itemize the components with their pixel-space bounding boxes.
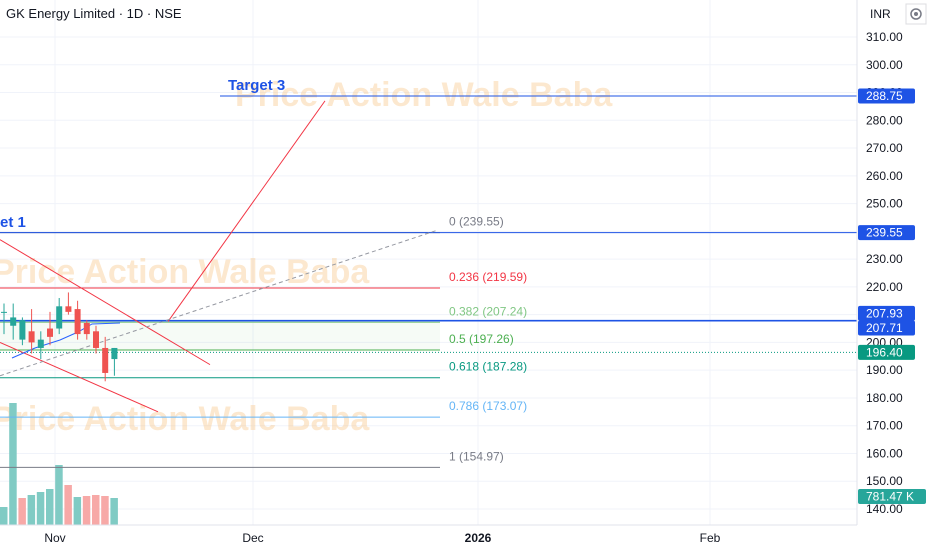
- y-tick-label: 250.00: [866, 197, 903, 211]
- candle-body: [10, 317, 17, 326]
- fib-zone: [0, 322, 440, 351]
- watermark-text: Price Action Wale Baba: [0, 253, 370, 291]
- y-tick-label: 150.00: [866, 474, 903, 488]
- y-tick-label: 140.00: [866, 502, 903, 516]
- y-tick-label: 170.00: [866, 419, 903, 433]
- volume-bar: [55, 465, 63, 525]
- volume-bar: [64, 485, 72, 525]
- fib-level-label: 0.382 (207.24): [449, 304, 527, 318]
- candle-body: [19, 320, 26, 340]
- chart-title[interactable]: GK Energy Limited · 1D · NSE: [6, 6, 182, 21]
- price-label-box: [858, 344, 915, 360]
- candle-body: [83, 322, 90, 335]
- price-axis-background: [857, 0, 932, 550]
- y-tick-label: 310.00: [866, 30, 903, 44]
- y-tick-label: 300.00: [866, 58, 903, 72]
- y-tick-label: 190.00: [866, 363, 903, 377]
- candle-body: [93, 331, 99, 348]
- y-tick-label: 230.00: [866, 252, 903, 266]
- volume-bar: [0, 507, 8, 525]
- price-label: 239.55: [866, 226, 903, 240]
- fib-level-label: 0.5 (197.26): [449, 332, 514, 346]
- y-tick-label: 160.00: [866, 446, 903, 460]
- price-label-box: [858, 305, 915, 321]
- candle-body: [111, 347, 118, 360]
- volume-bar: [73, 497, 82, 525]
- candle-body: [1, 311, 7, 313]
- currency-label: INR: [870, 7, 891, 21]
- target-3-label: Target 3: [228, 77, 285, 94]
- price-label-box: [858, 320, 915, 336]
- candle-body: [74, 309, 81, 335]
- y-tick-label: 280.00: [866, 113, 903, 127]
- fib-level-label: 0.236 (219.59): [449, 270, 527, 284]
- watermark-text: Price Action Wale Baba: [0, 400, 370, 438]
- x-tick-label: Nov: [44, 531, 65, 545]
- price-label: 207.93: [866, 306, 903, 320]
- projection-line: [167, 100, 326, 322]
- price-label: 288.75: [866, 89, 903, 103]
- candle-body: [56, 306, 63, 329]
- fib-level-label: 0 (239.55): [449, 215, 504, 229]
- x-tick-label: 2026: [465, 531, 492, 545]
- volume-label: 781.47 K: [866, 490, 914, 504]
- candle-body: [47, 328, 53, 337]
- volume-bar: [110, 498, 118, 525]
- candle-body: [102, 347, 109, 373]
- y-tick-label: 220.00: [866, 280, 903, 294]
- price-label-box: [858, 225, 915, 241]
- volume-bar: [46, 489, 54, 525]
- channel-lower-line: [0, 341, 159, 413]
- volume-bar: [82, 496, 91, 525]
- y-tick-label: 260.00: [866, 169, 903, 183]
- watermark-text: Price Action Wale Baba: [235, 76, 613, 114]
- x-tick-label: Dec: [242, 531, 263, 545]
- volume-bar: [9, 403, 17, 525]
- volume-bar: [18, 498, 26, 525]
- candle-body: [28, 331, 35, 343]
- x-tick-label: Feb: [700, 531, 721, 545]
- fib-level-label: 0.618 (187.28): [449, 360, 527, 374]
- volume-label-box: [858, 489, 926, 504]
- candle-body: [37, 339, 44, 348]
- price-label-box: [858, 88, 915, 104]
- fib-level-label: 0.786 (173.07): [449, 399, 527, 413]
- volume-bar: [92, 495, 100, 525]
- candle-body: [65, 306, 72, 312]
- volume-bar: [101, 496, 109, 525]
- price-label: 196.40: [866, 345, 903, 359]
- volume-bar: [36, 492, 45, 525]
- y-tick-label: 180.00: [866, 391, 903, 405]
- gear-icon[interactable]: [905, 3, 927, 25]
- y-tick-label: 270.00: [866, 141, 903, 155]
- price-label: 207.71: [866, 321, 903, 335]
- fib-level-label: 1 (154.97): [449, 449, 504, 463]
- volume-bar: [27, 495, 36, 525]
- target-1-label: et 1: [0, 214, 26, 231]
- channel-upper-line: [0, 239, 211, 366]
